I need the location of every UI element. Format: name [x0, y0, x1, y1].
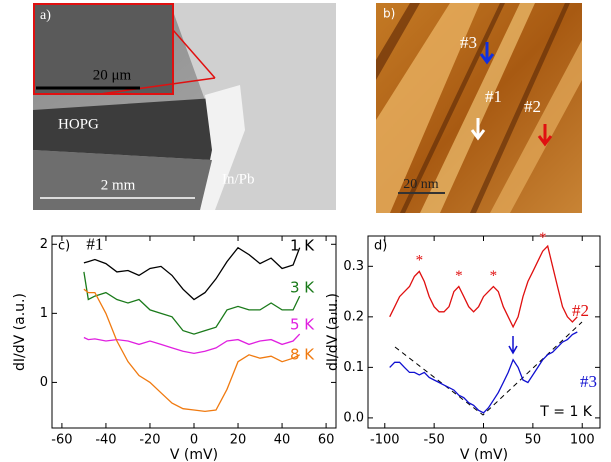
x-tick-label: 20	[230, 433, 247, 448]
plot-frame	[367, 235, 601, 429]
x-tick-label: -100	[370, 433, 400, 448]
y-tick-label: 0.1	[343, 360, 364, 375]
data-line	[83, 271, 301, 335]
data-line	[389, 331, 578, 414]
panel-label: b)	[383, 7, 395, 21]
y-axis-label: dI/dV (a.u.)	[325, 293, 341, 371]
panel-label: c)	[58, 239, 70, 254]
data-line	[389, 244, 578, 329]
point-label: #1	[485, 87, 502, 106]
series-label: 1 K	[290, 237, 315, 255]
y-tick-label: 0.2	[343, 309, 364, 324]
y-axis-label: dI/dV (a.u.)	[12, 293, 28, 371]
y-tick-label: 0.3	[343, 259, 364, 274]
point-label: #2	[524, 97, 541, 116]
scale-label: 20 μm	[93, 67, 132, 83]
x-tick-label: 60	[318, 433, 335, 448]
y-tick-label: 1	[40, 306, 48, 321]
x-tick-label: 50	[525, 433, 542, 448]
data-line	[83, 288, 300, 413]
guide-line	[394, 321, 583, 416]
x-tick-label: -60	[51, 433, 72, 448]
x-tick-label: 0	[479, 433, 487, 448]
series-label: #3	[580, 372, 597, 391]
data-line	[83, 333, 301, 355]
x-axis-label: V (mV)	[170, 447, 218, 462]
data-line	[83, 246, 301, 301]
material-label: HOPG	[58, 116, 99, 132]
y-tick-label: 0.0	[343, 410, 364, 425]
scale-label: 2 mm	[101, 177, 136, 193]
x-tick-label: -50	[424, 433, 445, 448]
x-tick-label: -40	[95, 433, 116, 448]
point-label: #3	[460, 33, 477, 52]
x-tick-label: 0	[190, 433, 198, 448]
x-tick-label: 40	[274, 433, 291, 448]
arrow	[508, 336, 518, 355]
annotation: *	[490, 268, 498, 284]
x-tick-label: -20	[139, 433, 160, 448]
annotation: #1	[86, 235, 103, 254]
annotation: *	[455, 268, 463, 284]
series-label: 8 K	[290, 346, 315, 364]
y-tick-label: 0	[40, 375, 48, 390]
annotation: *	[416, 253, 424, 269]
x-tick-label: 100	[570, 433, 595, 448]
stm-image: b) #3 #1 #2 20 nm	[376, 3, 582, 213]
panel-label: d)	[374, 239, 387, 254]
scale-label: 20 nm	[403, 177, 439, 192]
panel-label: a)	[40, 8, 51, 23]
series-label: #2	[572, 301, 589, 320]
note: T = 1 K	[539, 404, 593, 420]
series-label: 3 K	[290, 279, 315, 297]
sem-image: a) 20 μm HOPG 2 mm In/Pb	[33, 3, 336, 210]
x-axis-label: V (mV)	[460, 447, 508, 462]
series-label: 5 K	[290, 316, 315, 334]
annotation: *	[539, 230, 547, 246]
contact-label: In/Pb	[222, 171, 255, 187]
y-tick-label: 2	[40, 237, 48, 252]
